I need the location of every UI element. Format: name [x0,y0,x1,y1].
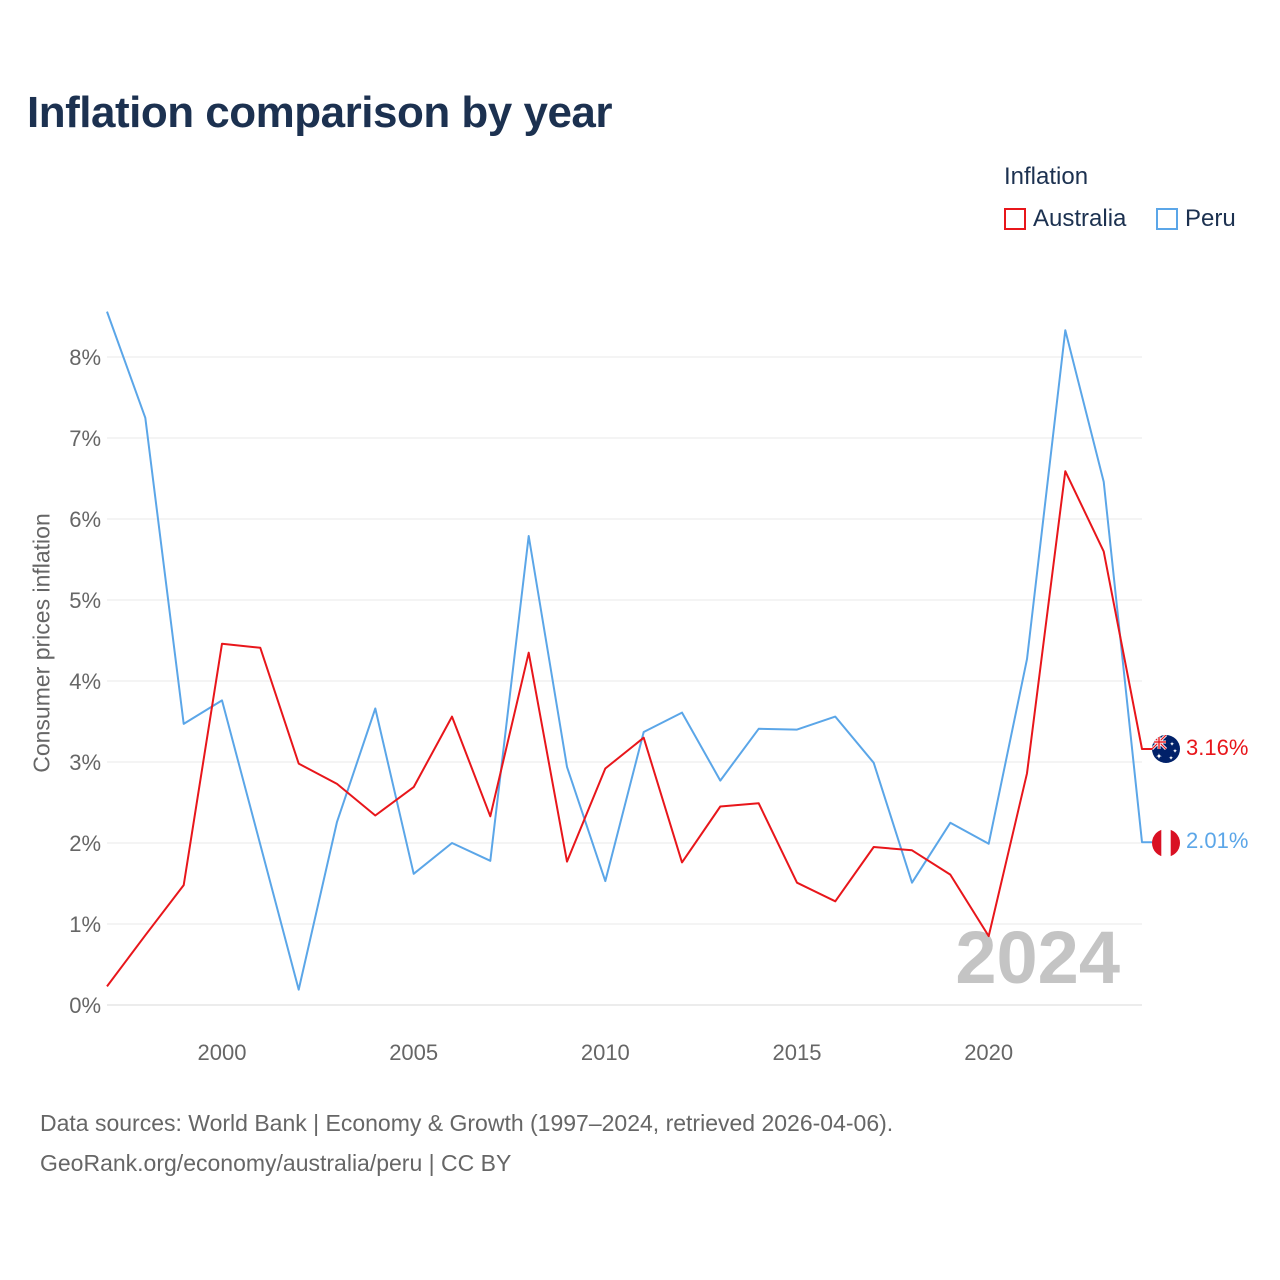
year-watermark: 2024 [955,916,1120,999]
legend-title: Inflation [1004,163,1089,190]
x-tick-label: 2020 [964,1040,1013,1065]
svg-text:✦: ✦ [1172,748,1177,755]
x-tick-label: 2010 [581,1040,630,1065]
legend-item-peru[interactable]: Peru [1156,205,1236,233]
source-url[interactable]: GeoRank.org/economy/australia/peru | CC … [40,1150,512,1176]
chart-title: Inflation comparison by year [27,88,613,137]
y-tick-label: 8% [69,345,101,370]
x-tick-label: 2015 [773,1040,822,1065]
svg-text:✦: ✦ [1156,752,1163,761]
australia-flag-icon: ✦ ✦ ✦ ✦ [1152,735,1180,763]
end-label-peru: 2.01% [1186,828,1248,853]
legend-label-australia: Australia [1033,205,1127,232]
svg-text:✦: ✦ [1169,741,1174,748]
legend-swatch-peru [1156,208,1178,230]
end-label-australia: 3.16% [1186,735,1248,760]
x-tick-label: 2000 [198,1040,247,1065]
y-tick-label: 2% [69,831,101,856]
x-tick-label: 2005 [389,1040,438,1065]
svg-text:✦: ✦ [1168,755,1173,762]
y-tick-label: 1% [69,912,101,937]
y-tick-label: 3% [69,750,101,775]
y-tick-label: 7% [69,426,101,451]
y-tick-label: 4% [69,669,101,694]
y-tick-label: 5% [69,588,101,613]
legend-label-peru: Peru [1185,205,1236,232]
legend-item-australia[interactable]: Australia [1004,205,1126,233]
source-note: Data sources: World Bank | Economy & Gro… [40,1110,894,1136]
y-tick-label: 6% [69,507,101,532]
peru-flag-icon [1152,829,1180,857]
series-line-australia[interactable] [106,470,1152,987]
y-tick-label: 0% [69,993,101,1018]
series-line-peru[interactable] [106,311,1152,991]
legend-swatch-australia [1004,208,1026,230]
